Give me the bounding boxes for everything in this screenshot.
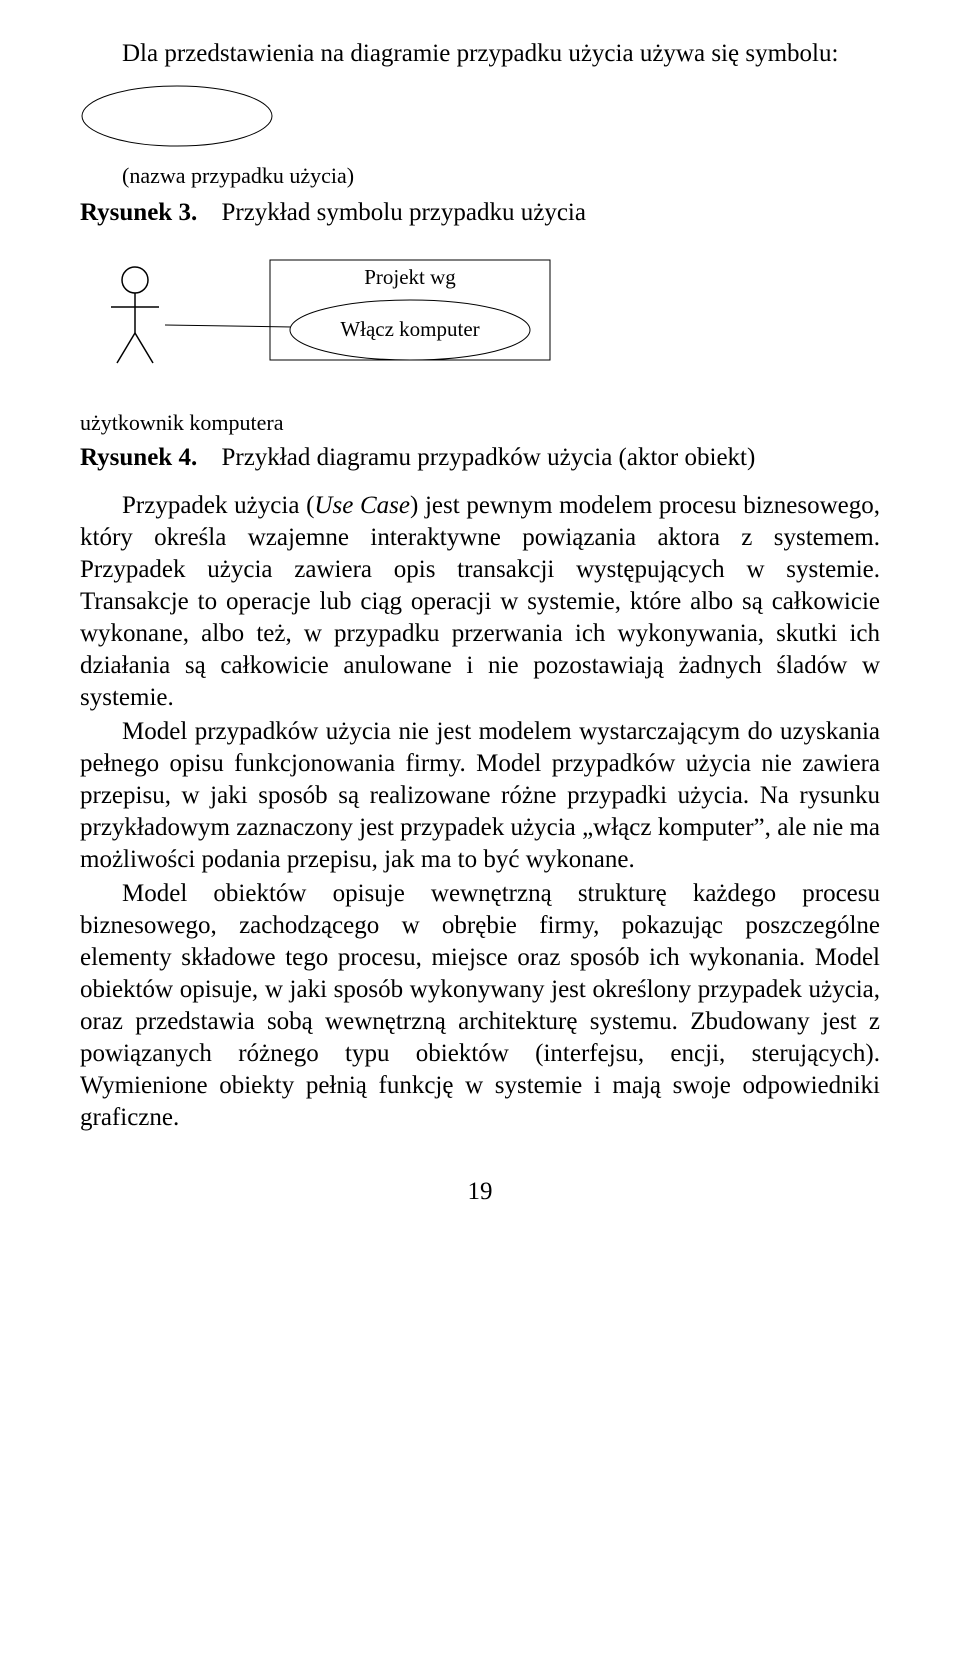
figure3-label: Rysunek 3. bbox=[80, 199, 197, 226]
para1-italic: Use Case bbox=[314, 492, 410, 519]
para-1: Przypadek użycia (Use Case) jest pewnym … bbox=[80, 490, 880, 714]
page-number: 19 bbox=[80, 1178, 880, 1206]
body-text: Przypadek użycia (Use Case) jest pewnym … bbox=[80, 490, 880, 1134]
figure4-label: Rysunek 4. bbox=[80, 444, 197, 471]
intro-line: Dla przedstawienia na diagramie przypadk… bbox=[80, 40, 880, 68]
diagram-svg: Projekt wg Włącz komputer bbox=[80, 245, 600, 395]
figure4-caption: Rysunek 4. Przykład diagramu przypadków … bbox=[80, 444, 880, 472]
usecase-diagram: Projekt wg Włącz komputer bbox=[80, 245, 880, 400]
usecase-symbol bbox=[80, 84, 880, 153]
para1-lead: Przypadek użycia ( bbox=[122, 492, 314, 519]
svg-text:Włącz komputer: Włącz komputer bbox=[340, 317, 479, 341]
symbol-caption: (nazwa przypadku użycia) bbox=[80, 163, 880, 189]
para-3: Model obiektów opisuje wewnętrzną strukt… bbox=[80, 878, 880, 1134]
svg-text:Projekt wg: Projekt wg bbox=[364, 265, 456, 289]
figure4-title: Przykład diagramu przypadków użycia (akt… bbox=[221, 444, 755, 471]
ellipse-icon bbox=[80, 84, 274, 148]
para-2: Model przypadków użycia nie jest modelem… bbox=[80, 716, 880, 876]
figure3-caption: Rysunek 3. Przykład symbolu przypadku uż… bbox=[80, 199, 880, 227]
actor-caption: użytkownik komputera bbox=[80, 410, 880, 436]
figure3-title: Przykład symbolu przypadku użycia bbox=[221, 199, 586, 226]
para1-tail: ) jest pewnym modelem procesu biznesoweg… bbox=[80, 492, 880, 711]
